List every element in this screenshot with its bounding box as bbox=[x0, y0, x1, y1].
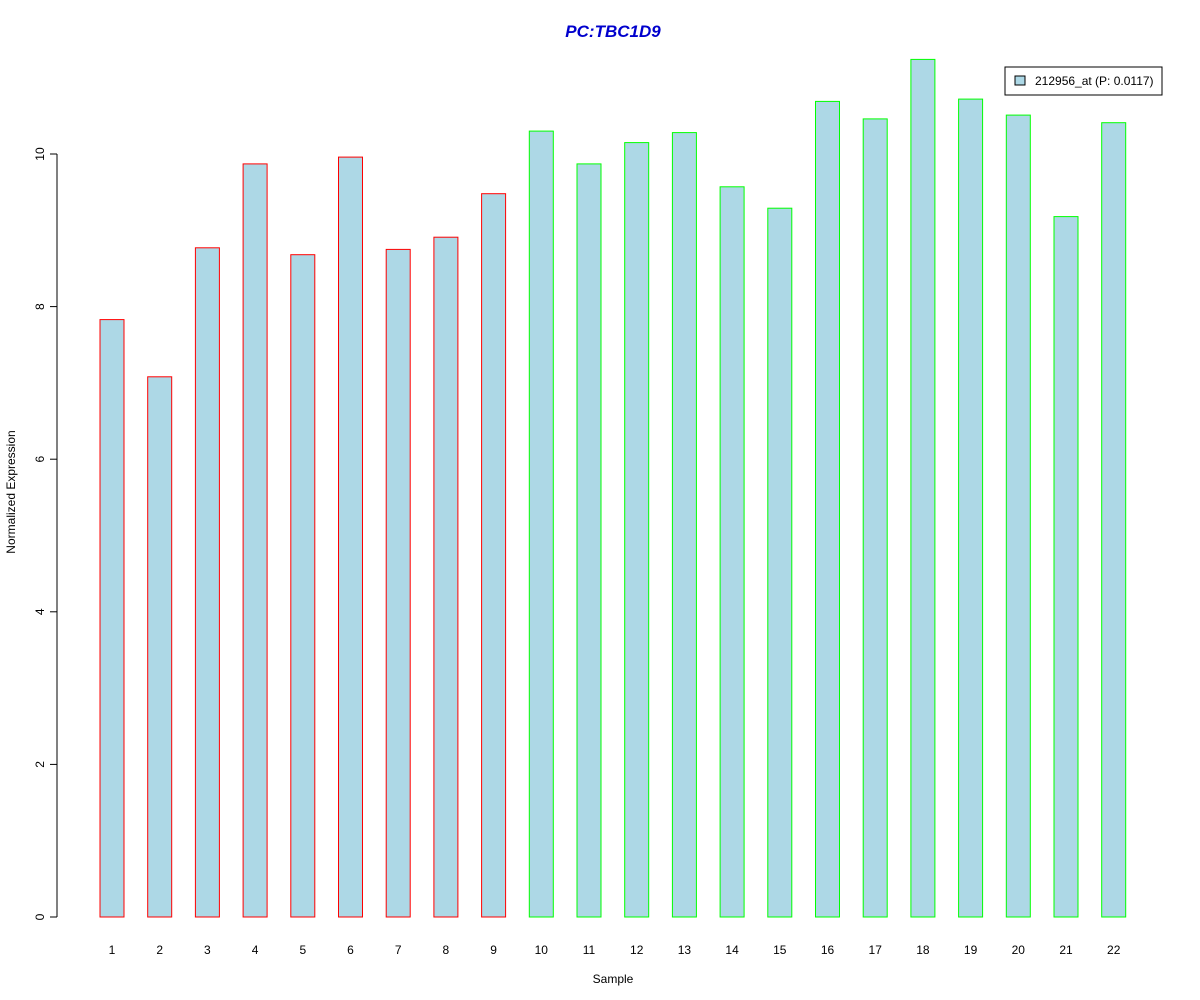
chart-title: PC:TBC1D9 bbox=[565, 22, 661, 41]
bar-sample-6 bbox=[338, 156, 363, 918]
x-tick-label: 13 bbox=[678, 943, 692, 957]
y-axis-title: Normalized Expression bbox=[4, 430, 18, 553]
bar-sample-19 bbox=[958, 98, 984, 918]
x-tick-label: 2 bbox=[156, 943, 163, 957]
bar-sample-1 bbox=[99, 319, 125, 918]
y-tick-label: 4 bbox=[33, 608, 47, 615]
y-tick-label: 10 bbox=[33, 147, 47, 161]
x-tick-label: 18 bbox=[916, 943, 930, 957]
y-tick-label: 8 bbox=[33, 303, 47, 310]
x-tick-label: 4 bbox=[252, 943, 259, 957]
bar-sample-12 bbox=[624, 142, 650, 918]
x-tick-label: 21 bbox=[1059, 943, 1073, 957]
bar-sample-10 bbox=[528, 130, 554, 918]
bar-sample-17 bbox=[862, 118, 888, 918]
x-tick-label: 14 bbox=[725, 943, 739, 957]
x-tick-label: 22 bbox=[1107, 943, 1121, 957]
x-tick-label: 10 bbox=[535, 943, 549, 957]
y-axis: 0 2 4 6 8 10 bbox=[33, 147, 58, 920]
bar-sample-2 bbox=[147, 376, 173, 918]
y-tick-label: 0 bbox=[33, 913, 47, 920]
x-tick-label: 8 bbox=[443, 943, 450, 957]
x-tick-label: 20 bbox=[1012, 943, 1026, 957]
bar-sample-22 bbox=[1101, 122, 1127, 918]
bar-sample-9 bbox=[481, 193, 507, 918]
x-tick-label: 1 bbox=[109, 943, 116, 957]
bar-sample-7 bbox=[385, 248, 411, 918]
bar-sample-4 bbox=[242, 163, 268, 918]
legend-label: 212956_at (P: 0.0117) bbox=[1035, 74, 1154, 88]
x-tick-label: 17 bbox=[869, 943, 883, 957]
x-tick-label: 19 bbox=[964, 943, 978, 957]
x-tick-label: 9 bbox=[490, 943, 497, 957]
x-tick-label: 15 bbox=[773, 943, 787, 957]
x-tick-labels: 1 2 3 4 5 6 7 8 9 10 11 12 13 14 15 16 17 18 19 20 21 22 bbox=[109, 943, 1121, 957]
y-tick-label: 2 bbox=[33, 761, 47, 768]
x-tick-label: 16 bbox=[821, 943, 835, 957]
bar-sample-5 bbox=[290, 254, 316, 918]
bar-sample-13 bbox=[671, 132, 697, 918]
bar-sample-14 bbox=[719, 186, 745, 918]
legend: 212956_at (P: 0.0117) bbox=[1004, 66, 1163, 96]
bar-sample-20 bbox=[1005, 114, 1031, 918]
bar-sample-3 bbox=[194, 247, 220, 918]
bars-group bbox=[99, 58, 1127, 918]
y-tick-label: 6 bbox=[33, 456, 47, 463]
x-tick-label: 7 bbox=[395, 943, 402, 957]
bar-sample-21 bbox=[1053, 216, 1079, 918]
bar-sample-15 bbox=[767, 207, 793, 918]
x-tick-label: 11 bbox=[583, 943, 596, 957]
x-tick-label: 6 bbox=[347, 943, 354, 957]
x-tick-label: 3 bbox=[204, 943, 211, 957]
x-axis-title: Sample bbox=[593, 972, 634, 986]
bar-sample-8 bbox=[433, 236, 459, 918]
bar-sample-11 bbox=[576, 163, 602, 918]
x-tick-label: 5 bbox=[299, 943, 306, 957]
legend-box bbox=[1004, 66, 1163, 96]
bar-sample-18 bbox=[910, 58, 936, 918]
legend-swatch bbox=[1014, 75, 1026, 86]
x-tick-label: 12 bbox=[630, 943, 644, 957]
bar-sample-16 bbox=[815, 100, 840, 918]
